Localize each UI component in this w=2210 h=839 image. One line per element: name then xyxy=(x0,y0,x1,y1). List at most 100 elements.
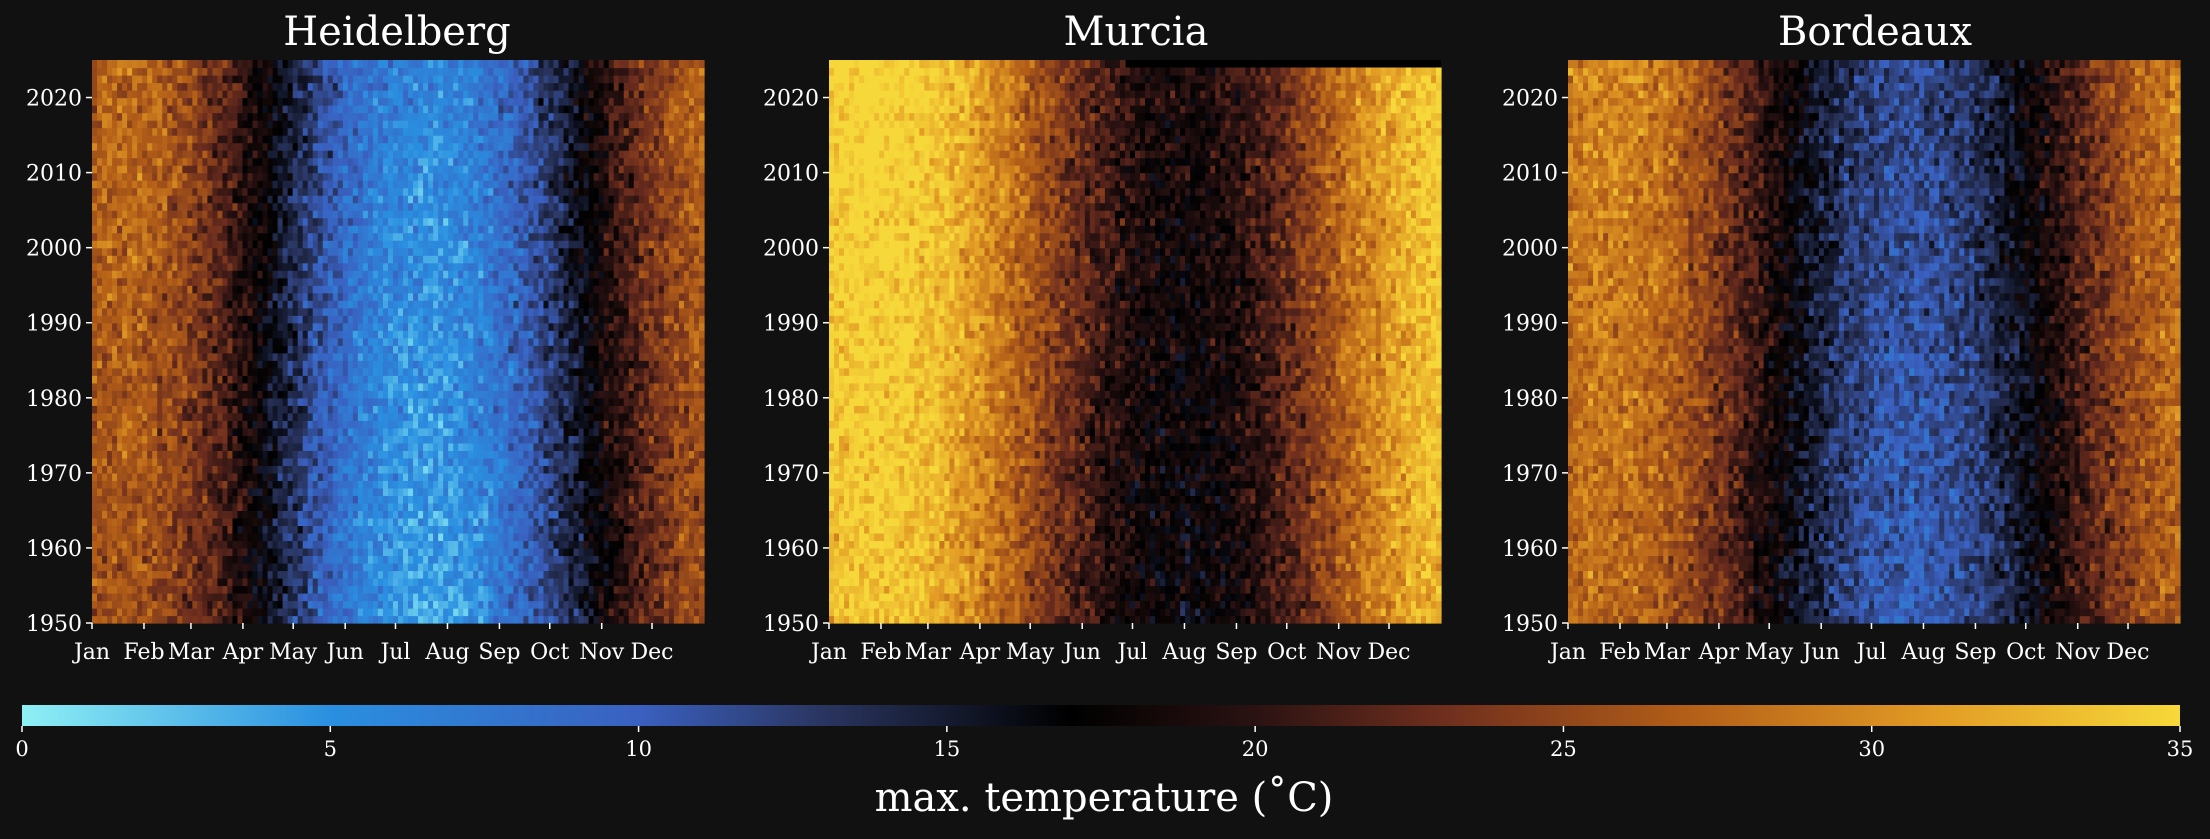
heatmap-cell xyxy=(488,600,494,608)
heatmap-cell xyxy=(423,615,429,623)
heatmap-cell xyxy=(679,578,685,586)
heatmap-cell xyxy=(669,555,675,563)
heatmap-cell xyxy=(594,593,600,601)
heatmap-cell xyxy=(689,600,695,608)
heatmap-cell xyxy=(493,608,499,616)
heatmap-cell xyxy=(147,578,153,586)
heatmap-cell xyxy=(508,570,514,578)
heatmap-cell xyxy=(313,578,319,586)
heatmap-cell xyxy=(202,540,208,548)
heatmap-cell xyxy=(212,540,218,548)
heatmap-cell xyxy=(363,585,369,593)
heatmap-cell xyxy=(463,608,469,616)
heatmap-cell xyxy=(383,570,389,578)
heatmap-cell xyxy=(629,615,635,623)
heatmap-cell xyxy=(423,593,429,601)
heatmap-cell xyxy=(137,548,143,556)
heatmap-cell xyxy=(313,585,319,593)
heatmap-cell xyxy=(694,548,700,556)
heatmap-cell xyxy=(584,608,590,616)
heatmap-cell xyxy=(659,570,665,578)
heatmap-cell xyxy=(448,615,454,623)
heatmap-cell xyxy=(222,555,228,563)
heatmap-cell xyxy=(227,608,233,616)
heatmap-cell xyxy=(172,593,178,601)
heatmap-cell xyxy=(303,593,309,601)
heatmap-cell xyxy=(513,608,519,616)
heatmap-cell xyxy=(92,600,98,608)
heatmap-cell xyxy=(543,615,549,623)
heatmap-cell xyxy=(674,615,680,623)
heatmap-cell xyxy=(584,563,590,571)
heatmap-cell xyxy=(508,585,514,593)
heatmap-cell xyxy=(303,578,309,586)
heatmap-cell xyxy=(353,600,359,608)
heatmap-cell xyxy=(122,563,128,571)
heatmap-cell xyxy=(463,578,469,586)
heatmap-cell xyxy=(413,585,419,593)
heatmap-cell xyxy=(343,600,349,608)
heatmap-cell xyxy=(303,585,309,593)
heatmap-cell xyxy=(338,593,344,601)
heatmap-cell xyxy=(253,615,259,623)
heatmap-cell xyxy=(187,585,193,593)
heatmap-cell xyxy=(559,555,565,563)
heatmap-cell xyxy=(699,570,705,578)
heatmap-cell xyxy=(303,608,309,616)
heatmap-cell xyxy=(293,563,299,571)
heatmap-cell xyxy=(323,555,329,563)
heatmap-cell xyxy=(132,600,138,608)
heatmap-cell xyxy=(127,578,133,586)
heatmap-cell xyxy=(674,555,680,563)
heatmap-cell xyxy=(599,585,605,593)
heatmap-cell xyxy=(584,593,590,601)
heatmap-cell xyxy=(604,570,610,578)
heatmap-cell xyxy=(634,548,640,556)
heatmap-cell xyxy=(674,570,680,578)
heatmap-cell xyxy=(172,555,178,563)
heatmap-cell xyxy=(569,555,575,563)
heatmap-cell xyxy=(378,578,384,586)
heatmap-cell xyxy=(313,563,319,571)
heatmap-cell xyxy=(132,563,138,571)
heatmap-cell xyxy=(574,555,580,563)
heatmap-cell xyxy=(162,548,168,556)
heatmap-cell xyxy=(443,615,449,623)
heatmap-cell xyxy=(669,548,675,556)
heatmap-cell xyxy=(348,615,354,623)
heatmap-cell xyxy=(97,608,103,616)
heatmap-cell xyxy=(448,585,454,593)
heatmap-cell xyxy=(288,600,294,608)
heatmap-cell xyxy=(614,600,620,608)
heatmap-cell xyxy=(453,593,459,601)
heatmap-cell xyxy=(373,593,379,601)
heatmap-cell xyxy=(142,615,148,623)
heatmap-cell xyxy=(423,540,429,548)
heatmap-cell xyxy=(619,600,625,608)
heatmap-cell xyxy=(493,540,499,548)
heatmap-cell xyxy=(649,593,655,601)
heatmap-cell xyxy=(97,548,103,556)
heatmap-cell xyxy=(518,555,524,563)
heatmap-cell xyxy=(288,593,294,601)
heatmap-cell xyxy=(358,578,364,586)
heatmap-cell xyxy=(664,570,670,578)
heatmap-cell xyxy=(463,548,469,556)
heatmap-cell xyxy=(644,600,650,608)
heatmap-cell xyxy=(674,585,680,593)
heatmap-cell xyxy=(523,570,529,578)
heatmap-cell xyxy=(232,608,238,616)
heatmap-cell xyxy=(639,570,645,578)
heatmap-cell xyxy=(353,615,359,623)
heatmap-cell xyxy=(594,600,600,608)
heatmap-cell xyxy=(232,578,238,586)
heatmap-cell xyxy=(664,563,670,571)
heatmap-cell xyxy=(383,608,389,616)
heatmap-cell xyxy=(503,555,509,563)
heatmap-cell xyxy=(237,615,243,623)
heatmap-cell xyxy=(498,593,504,601)
heatmap-cell xyxy=(654,585,660,593)
heatmap-cell xyxy=(222,600,228,608)
heatmap-cell xyxy=(564,585,570,593)
heatmap-cell xyxy=(162,600,168,608)
